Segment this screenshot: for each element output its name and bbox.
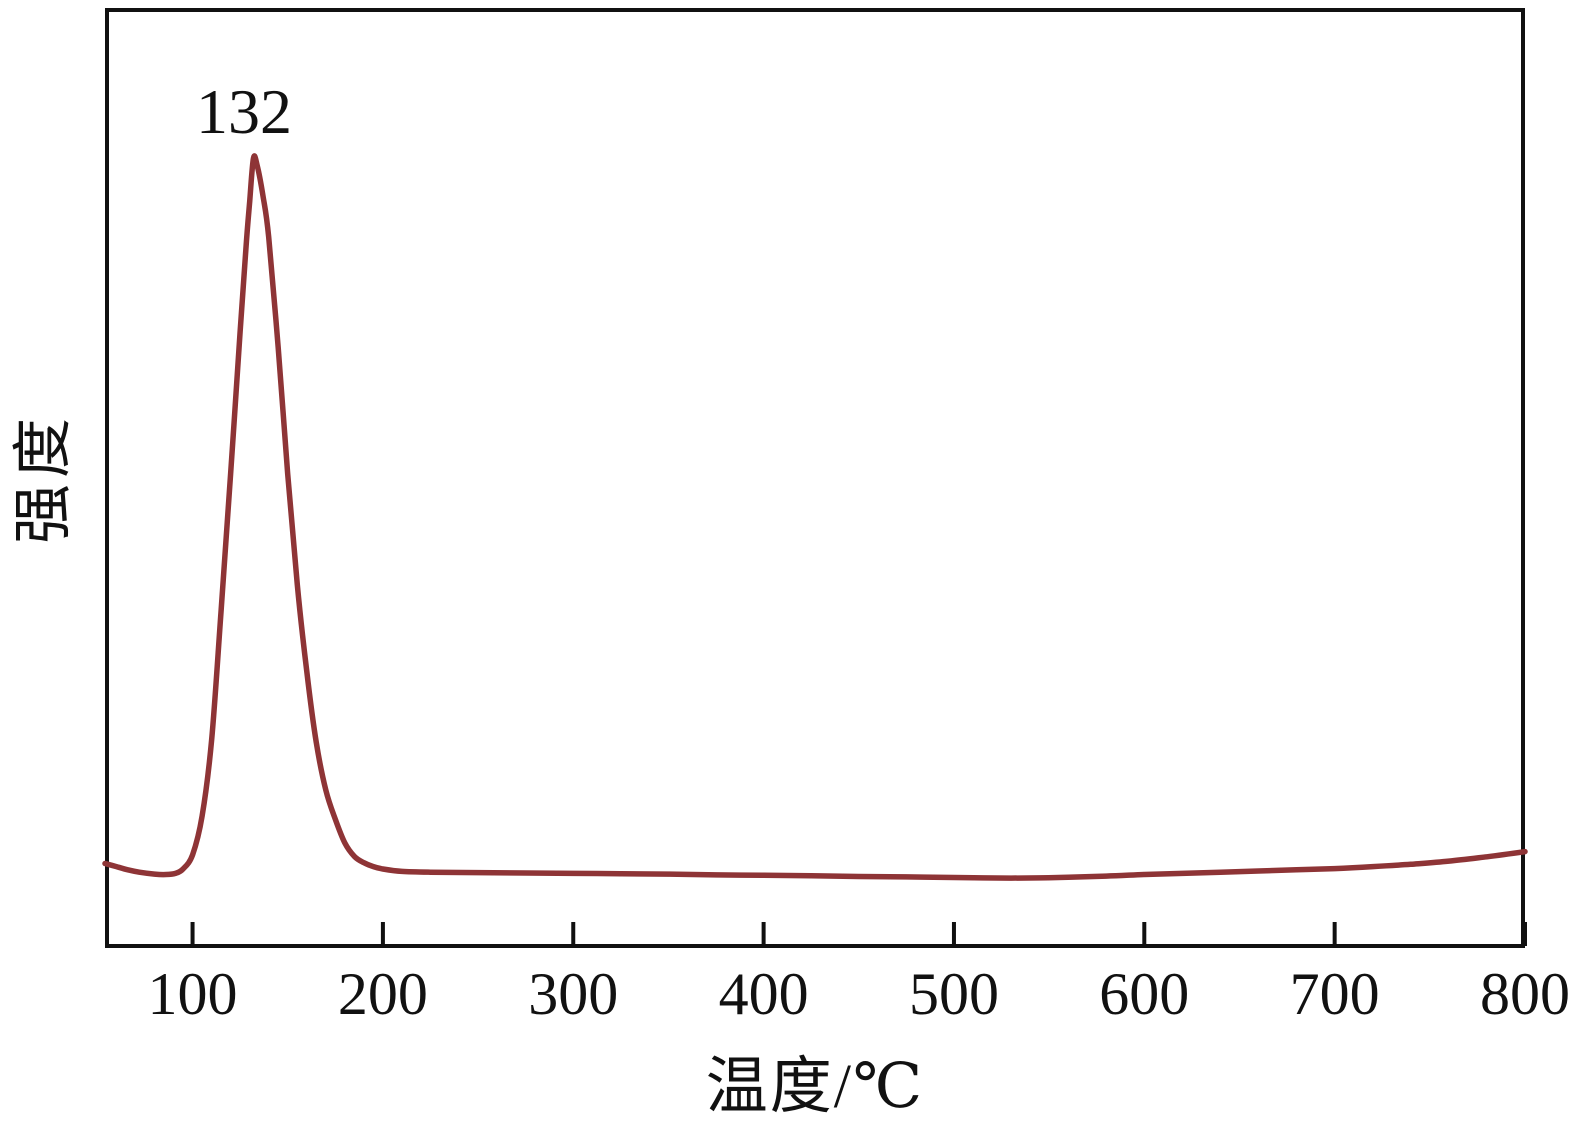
- plot-border: [105, 8, 1525, 948]
- peak-annotation-label: 132: [196, 76, 292, 147]
- x-tick-label: 400: [718, 961, 809, 1027]
- x-tick-label: 700: [1289, 961, 1380, 1027]
- x-tick-label: 600: [1099, 961, 1190, 1027]
- x-axis-title: 温度/℃: [705, 1053, 925, 1121]
- x-tick-label: 300: [528, 961, 619, 1027]
- curve-desorption-signal: [102, 153, 1528, 881]
- x-tick-label: 500: [908, 961, 999, 1027]
- x-tick-label: 200: [337, 961, 428, 1027]
- y-axis-title: 强度: [10, 412, 77, 544]
- x-tick-label: 100: [147, 961, 238, 1027]
- x-tick-label: 800: [1480, 961, 1570, 1027]
